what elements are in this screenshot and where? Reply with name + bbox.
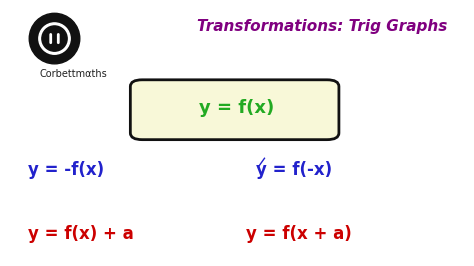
Text: Corbettmαths: Corbettmαths — [40, 69, 107, 80]
Text: y = f(-x): y = f(-x) — [256, 161, 332, 179]
Ellipse shape — [42, 26, 67, 51]
Text: y = -f(x): y = -f(x) — [28, 161, 105, 179]
Ellipse shape — [39, 23, 70, 54]
FancyBboxPatch shape — [130, 80, 339, 140]
Text: Transformations: Trig Graphs: Transformations: Trig Graphs — [197, 19, 447, 34]
Text: y = f(x) + a: y = f(x) + a — [28, 225, 134, 243]
Ellipse shape — [29, 13, 80, 64]
Text: y = f(x): y = f(x) — [200, 99, 274, 117]
Text: y = f(x + a): y = f(x + a) — [246, 225, 352, 243]
